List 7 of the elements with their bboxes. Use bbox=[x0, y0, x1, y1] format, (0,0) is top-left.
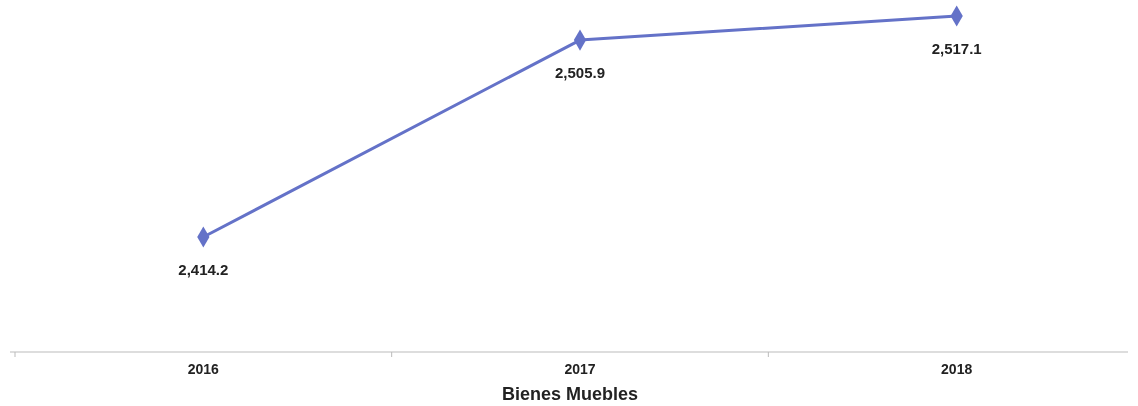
x-tick-label: 2018 bbox=[941, 361, 973, 377]
x-tick-label: 2017 bbox=[564, 361, 596, 377]
data-label: 2,414.2 bbox=[178, 261, 229, 278]
x-tick-label: 2016 bbox=[187, 361, 220, 377]
data-label: 2,517.1 bbox=[931, 40, 982, 57]
data-label: 2,505.9 bbox=[554, 64, 606, 82]
x-axis-title: Bienes Muebles bbox=[501, 384, 639, 404]
